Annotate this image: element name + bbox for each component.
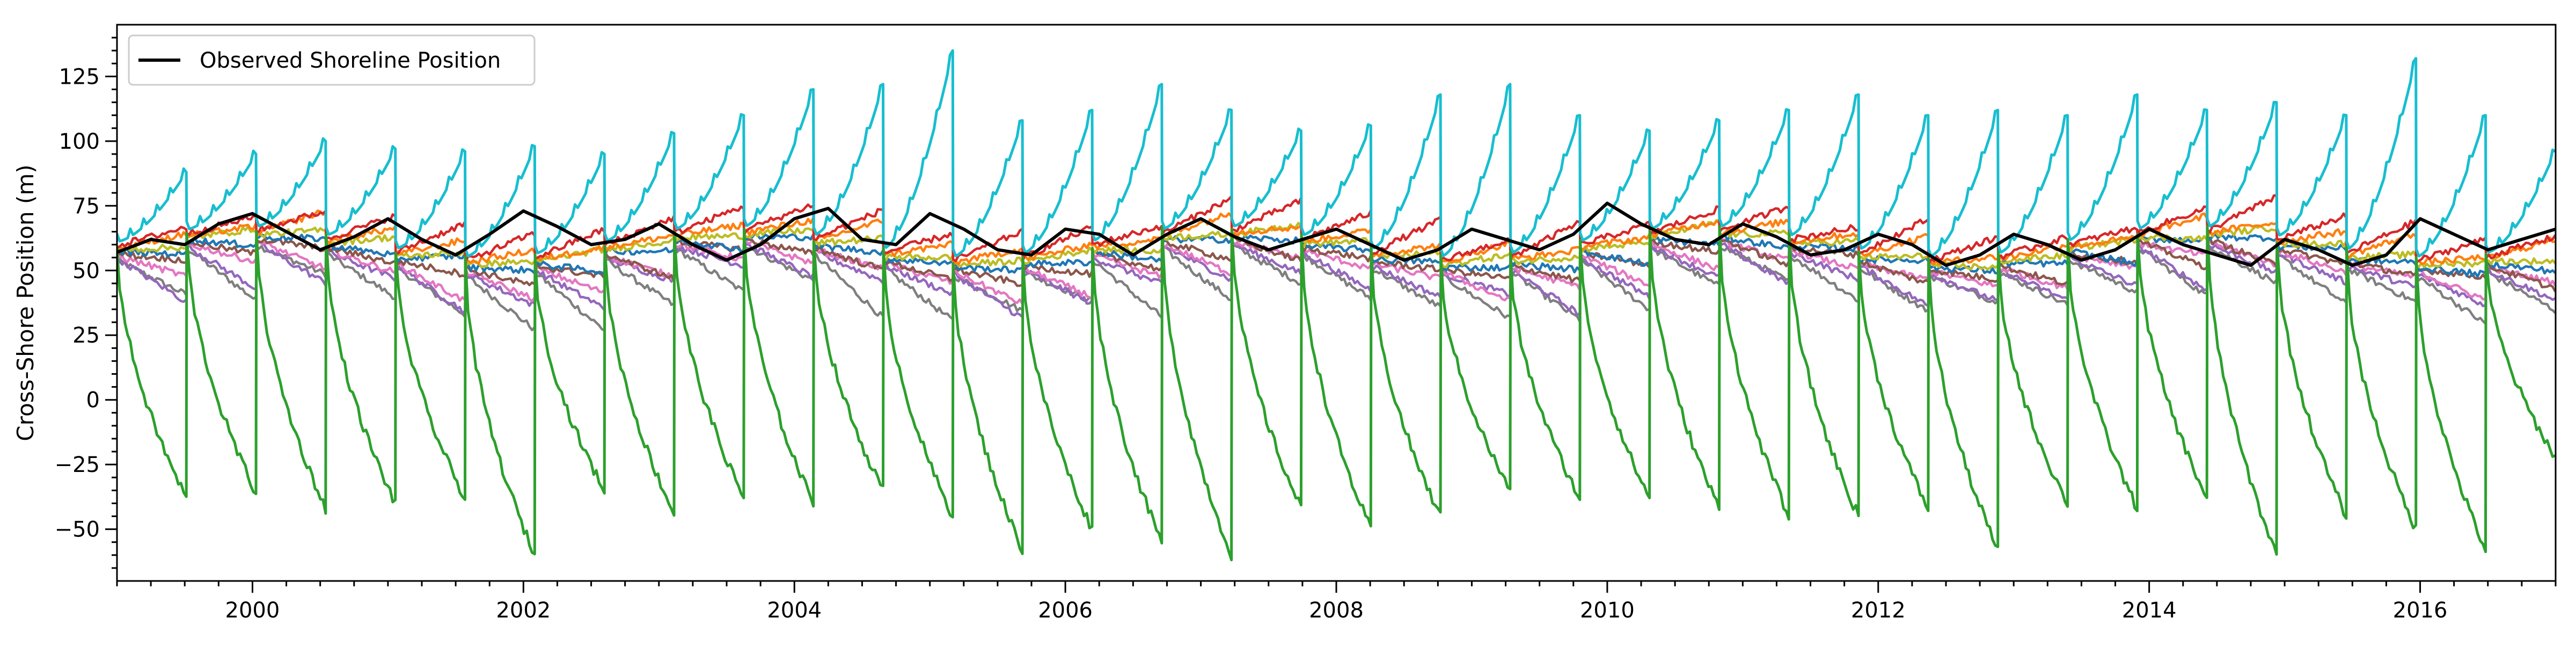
x-tick-label: 2012 xyxy=(1851,598,1906,623)
y-axis: 125 100 75 50 25 0 −25 −50 xyxy=(55,37,117,569)
y-tick-label: 75 xyxy=(72,194,100,219)
model-series-line xyxy=(117,219,2556,271)
x-tick-label: 2002 xyxy=(496,598,551,623)
y-axis-label: Cross-Shore Position (m) xyxy=(12,164,39,441)
model-series-line xyxy=(117,194,2556,266)
x-tick-label: 2004 xyxy=(767,598,822,623)
model-series-line xyxy=(117,240,2556,318)
y-tick-label: 0 xyxy=(86,388,100,413)
x-tick-label: 2010 xyxy=(1580,598,1635,623)
x-tick-label: 2006 xyxy=(1038,598,1093,623)
y-tick-label: −25 xyxy=(55,453,100,477)
model-series-line xyxy=(117,49,2556,258)
x-tick-label: 2008 xyxy=(1309,598,1364,623)
observed-series xyxy=(117,201,2556,267)
x-tick-label: 2014 xyxy=(2122,598,2177,623)
y-tick-label: 100 xyxy=(59,129,100,154)
plot-frame xyxy=(116,24,2557,582)
legend-box xyxy=(128,34,536,86)
x-axis: 2000 2002 2004 2006 2008 2010 2012 2014 2016 xyxy=(116,581,2557,623)
legend: Observed Shoreline Position xyxy=(128,34,536,86)
x-tick-label: 2000 xyxy=(225,598,280,623)
y-tick-label: 125 xyxy=(59,64,100,89)
observed-shoreline-line xyxy=(117,201,2556,267)
y-tick-label: −50 xyxy=(55,518,100,542)
model-lines xyxy=(117,49,2556,562)
model-series-line xyxy=(117,225,2556,562)
y-tick-label: 50 xyxy=(72,259,100,283)
x-tick-label: 2016 xyxy=(2393,598,2448,623)
model-series-line xyxy=(117,235,2556,293)
model-series-line xyxy=(117,232,2556,278)
model-series-line xyxy=(117,237,2556,306)
legend-label-observed: Observed Shoreline Position xyxy=(200,48,501,73)
y-tick-label: 25 xyxy=(72,323,100,348)
